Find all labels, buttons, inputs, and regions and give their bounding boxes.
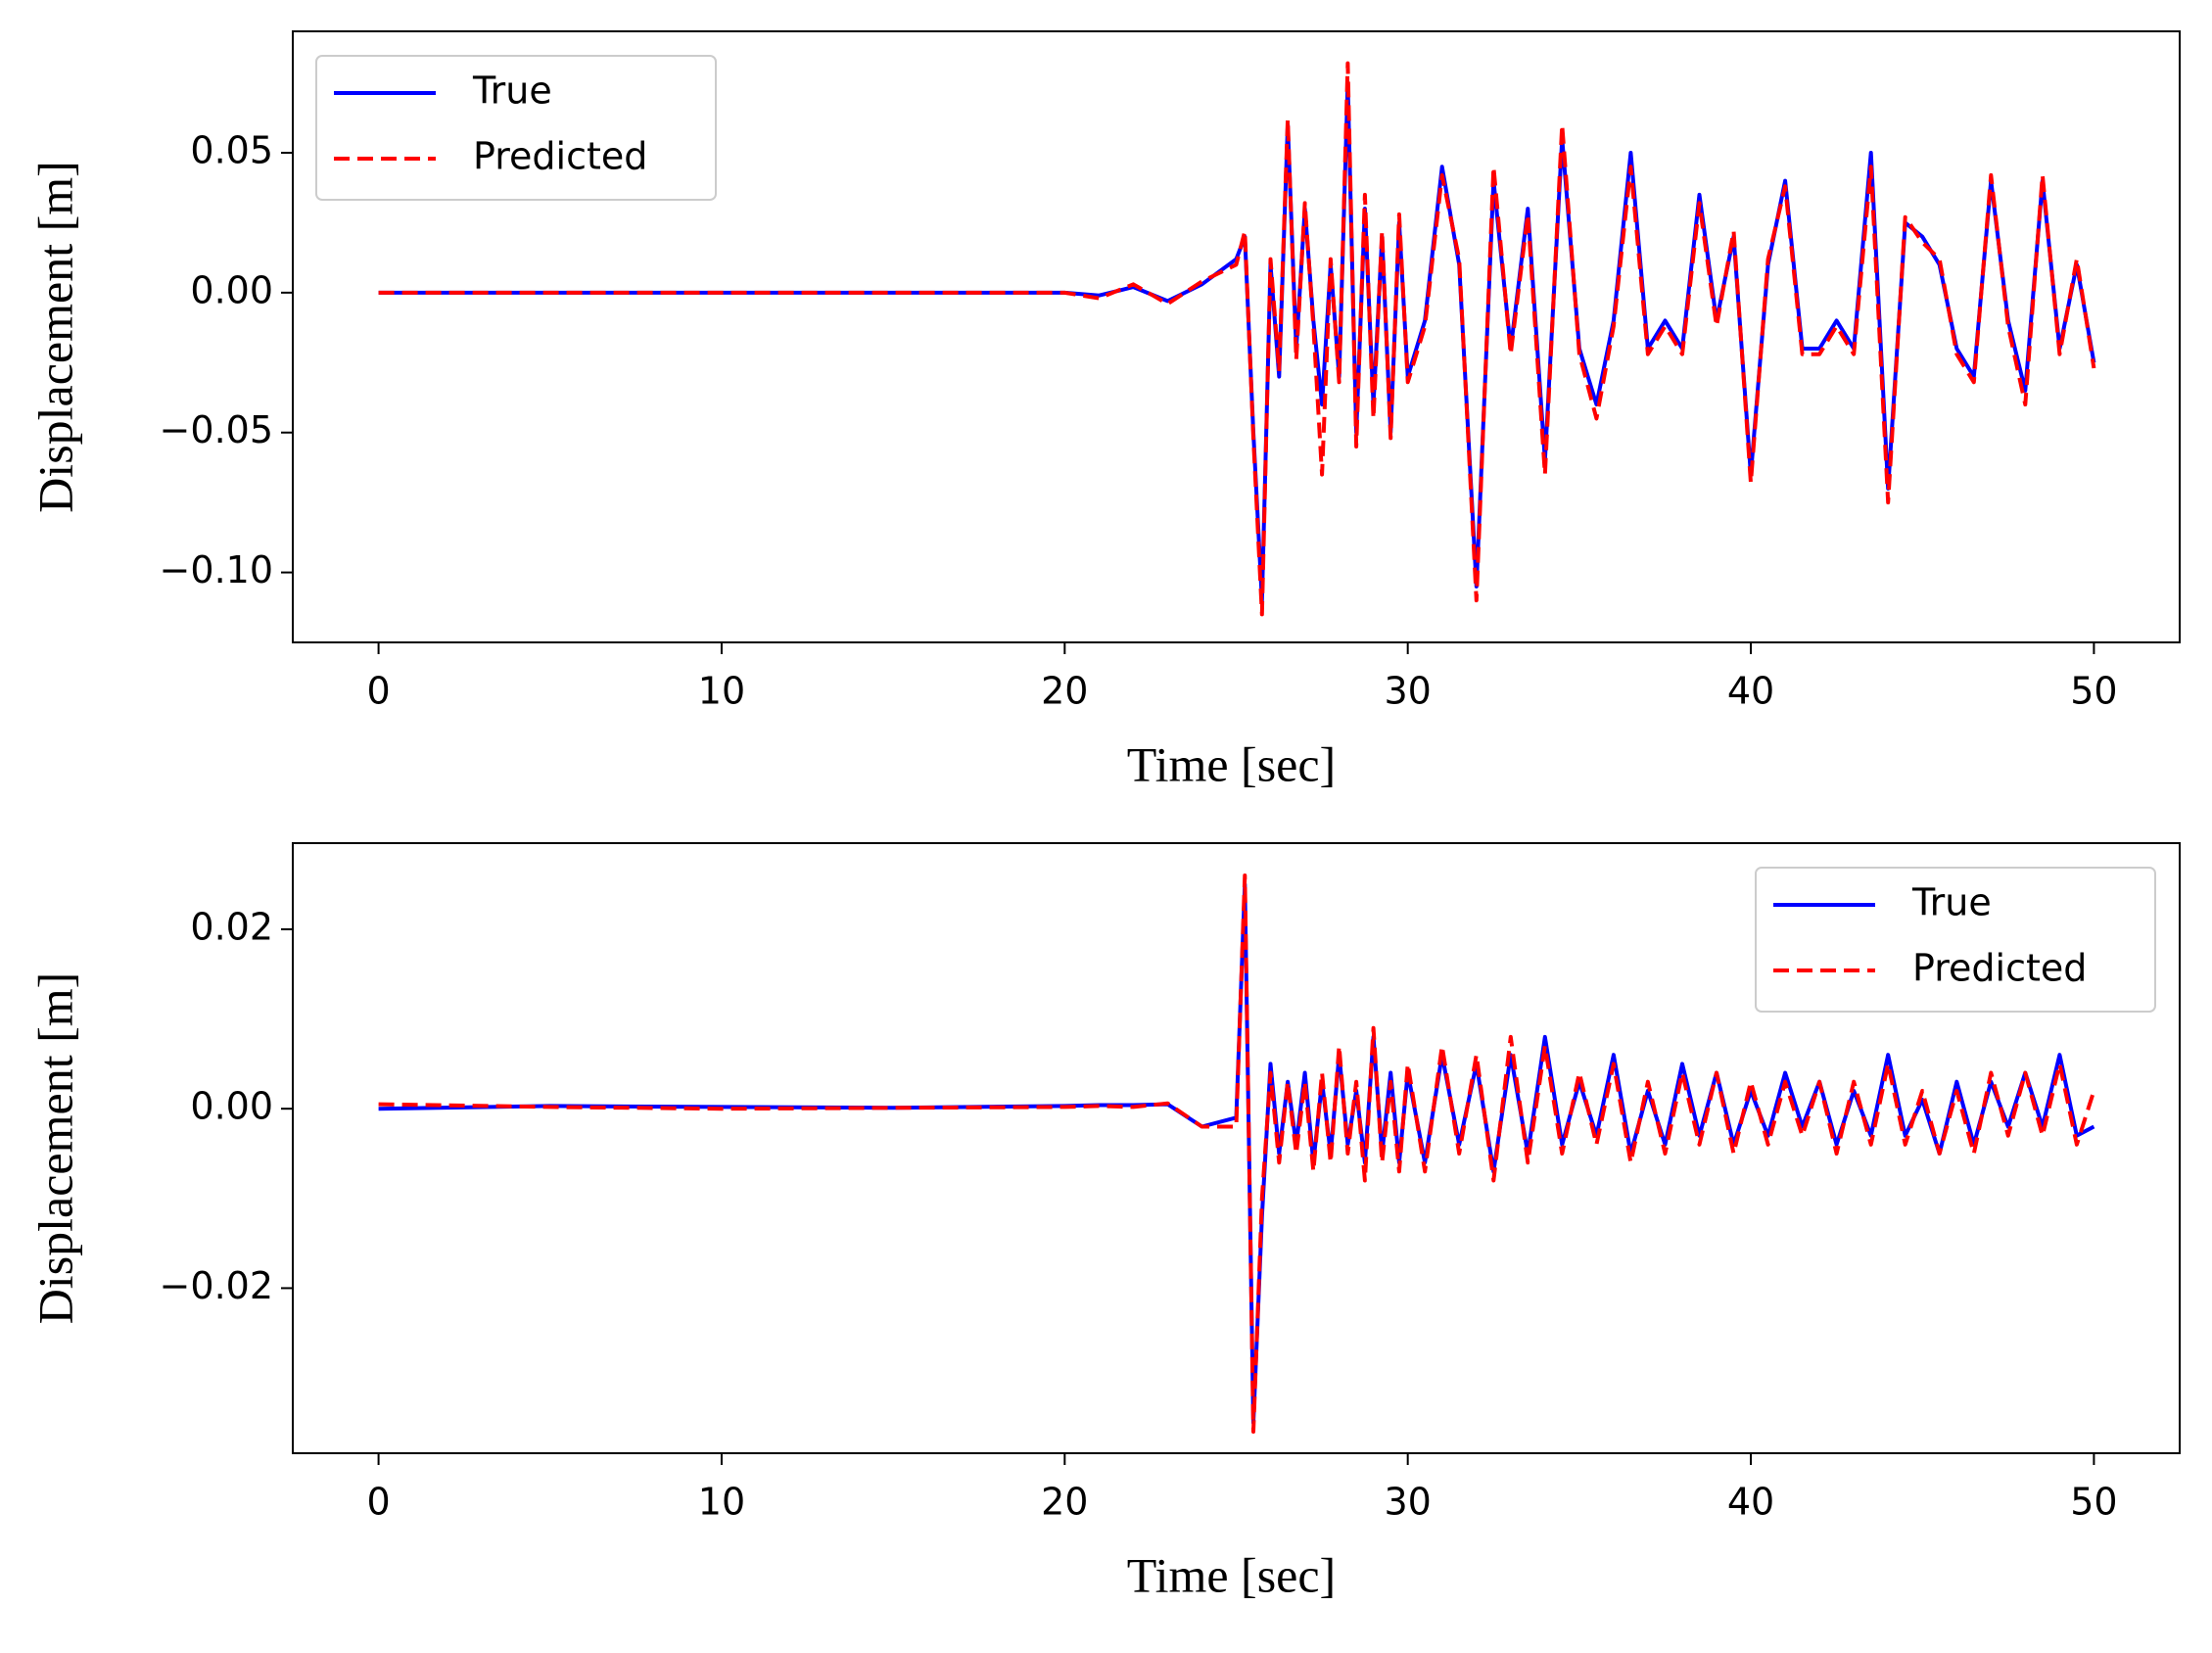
x-axis-label: Time [sec] — [1127, 736, 1336, 791]
x-tick-label: 0 — [366, 670, 390, 713]
plot-frame — [292, 842, 2181, 1454]
x-tick-label: 30 — [1385, 670, 1432, 713]
x-tick-label: 20 — [1041, 1481, 1088, 1524]
y-tick-label: 0.00 — [190, 1085, 273, 1128]
x-tick-label: 40 — [1727, 670, 1774, 713]
y-axis-label: Displacement [m] — [27, 161, 82, 513]
series-line — [378, 61, 2096, 617]
legend-label: Predicted — [1912, 947, 2087, 990]
y-tick-label: −0.10 — [160, 548, 273, 591]
legend: True Predicted — [315, 55, 717, 201]
x-tick-label: 50 — [2070, 1481, 2117, 1524]
y-tick-label: 0.05 — [190, 129, 273, 172]
plot-frame — [292, 30, 2181, 643]
legend-label: True — [472, 70, 552, 113]
x-tick-label: 50 — [2070, 670, 2117, 713]
series-line — [378, 874, 2096, 1434]
x-tick-label: 10 — [698, 670, 745, 713]
y-tick-label: −0.02 — [160, 1264, 273, 1307]
x-axis-label: Time [sec] — [1127, 1547, 1336, 1602]
y-tick-label: 0.00 — [190, 268, 273, 311]
y-axis-label: Displacement [m] — [27, 972, 82, 1325]
legend: True Predicted — [1755, 867, 2156, 1013]
x-tick-label: 40 — [1727, 1481, 1774, 1524]
legend-label: True — [1911, 881, 1992, 924]
y-tick-label: 0.02 — [190, 905, 273, 948]
x-tick-label: 20 — [1041, 670, 1088, 713]
x-tick-label: 30 — [1385, 1481, 1432, 1524]
x-tick-label: 0 — [366, 1481, 390, 1524]
legend-label: Predicted — [473, 135, 647, 178]
x-tick-label: 10 — [698, 1481, 745, 1524]
y-tick-label: −0.05 — [160, 408, 273, 451]
